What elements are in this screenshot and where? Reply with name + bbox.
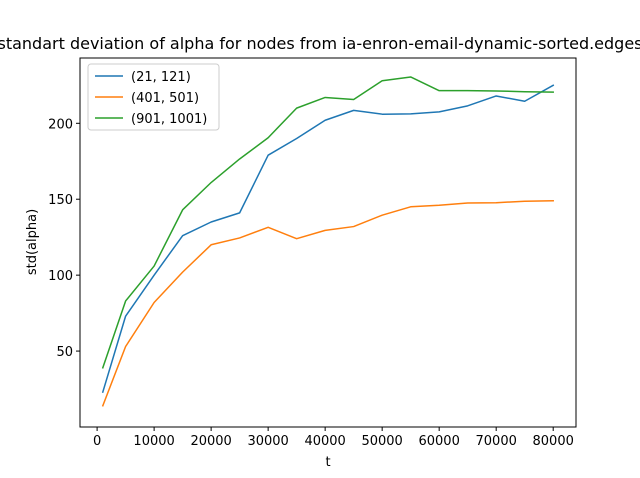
y-axis-label: std(alpha): [25, 209, 40, 275]
y-tick-label: 100: [48, 269, 73, 284]
x-tick-label: 70000: [476, 434, 517, 449]
y-tick-label: 200: [48, 117, 73, 132]
y-tick-label: 50: [56, 345, 73, 360]
legend: (21, 121) (401, 501) (901, 1001): [87, 63, 220, 131]
y-tick-label: 150: [48, 193, 73, 208]
x-tick-label: 20000: [190, 434, 231, 449]
legend-box: [87, 63, 220, 131]
x-tick-label: 80000: [533, 434, 574, 449]
x-tick-label: 50000: [361, 434, 402, 449]
y-axis: 50 100 150 200: [48, 117, 80, 360]
legend-label: (21, 121): [131, 70, 191, 85]
x-tick-label: 10000: [133, 434, 174, 449]
chart-title: standart deviation of alpha for nodes fr…: [0, 34, 640, 53]
x-tick-label: 40000: [304, 434, 345, 449]
x-axis: 0 10000 20000 30000 40000 50000 60000 70000 8000…: [93, 427, 574, 449]
series-lines: [101, 76, 555, 407]
legend-label: (901, 1001): [131, 112, 207, 127]
legend-label: (401, 501): [131, 91, 199, 106]
x-tick-label: 60000: [418, 434, 459, 449]
x-axis-label: t: [325, 455, 330, 470]
x-tick-label: 30000: [247, 434, 288, 449]
plot-frame: [79, 57, 577, 428]
x-tick-label: 0: [93, 434, 101, 449]
